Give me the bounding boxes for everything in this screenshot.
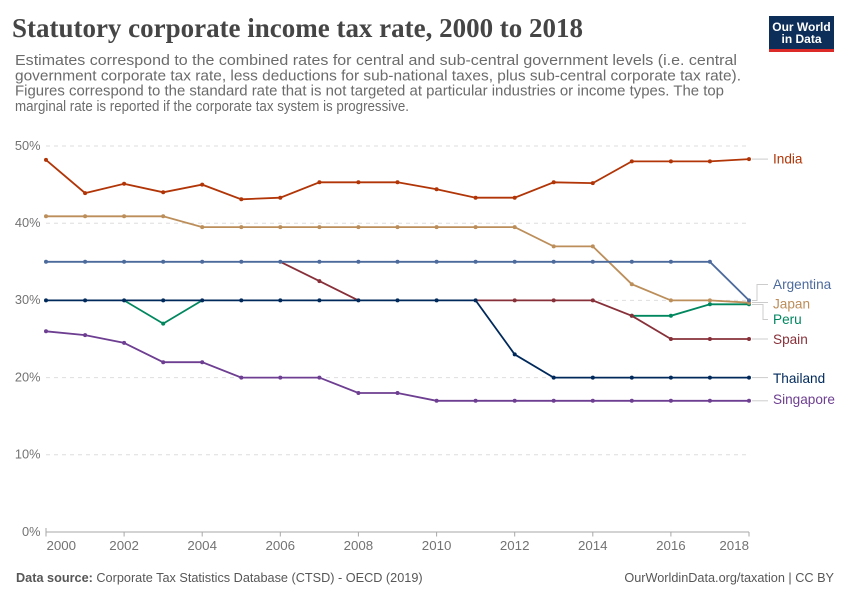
svg-text:Peru: Peru — [773, 312, 802, 327]
svg-text:2000: 2000 — [47, 538, 77, 553]
svg-text:Singapore: Singapore — [773, 392, 835, 407]
svg-text:2006: 2006 — [266, 538, 296, 553]
svg-text:2018: 2018 — [719, 538, 749, 553]
svg-text:Spain: Spain — [773, 332, 808, 347]
svg-text:Argentina: Argentina — [773, 277, 832, 292]
svg-text:20%: 20% — [15, 369, 41, 384]
svg-text:50%: 50% — [15, 138, 41, 153]
svg-text:Japan: Japan — [773, 296, 810, 311]
svg-text:40%: 40% — [15, 215, 41, 230]
svg-text:10%: 10% — [15, 447, 41, 462]
svg-text:30%: 30% — [15, 292, 41, 307]
svg-text:2016: 2016 — [656, 538, 686, 553]
svg-text:2002: 2002 — [109, 538, 139, 553]
svg-text:0%: 0% — [22, 524, 41, 539]
svg-text:marginal rate is reported if t: marginal rate is reported if the corpora… — [15, 99, 409, 115]
svg-text:Estimates correspond to the co: Estimates correspond to the combined rat… — [15, 53, 737, 69]
svg-text:2014: 2014 — [578, 538, 608, 553]
svg-text:Statutory corporate income tax: Statutory corporate income tax rate, 200… — [12, 13, 583, 43]
svg-text:2010: 2010 — [422, 538, 452, 553]
svg-text:in Data: in Data — [781, 32, 821, 46]
svg-text:2008: 2008 — [344, 538, 374, 553]
svg-text:OurWorldinData.org/taxation |: OurWorldinData.org/taxation | CC BY — [624, 571, 834, 585]
svg-text:government corporate tax rate,: government corporate tax rate, less dedu… — [15, 68, 741, 84]
svg-text:India: India — [773, 152, 803, 167]
svg-text:Figures correspond to the stan: Figures correspond to the standard rate … — [15, 84, 724, 100]
svg-text:Thailand: Thailand — [773, 371, 825, 386]
svg-text:Our World: Our World — [772, 20, 830, 34]
svg-text:Data source: Corporate Tax Sta: Data source: Corporate Tax Statistics Da… — [16, 571, 423, 585]
svg-text:2012: 2012 — [500, 538, 530, 553]
svg-text:2004: 2004 — [187, 538, 217, 553]
